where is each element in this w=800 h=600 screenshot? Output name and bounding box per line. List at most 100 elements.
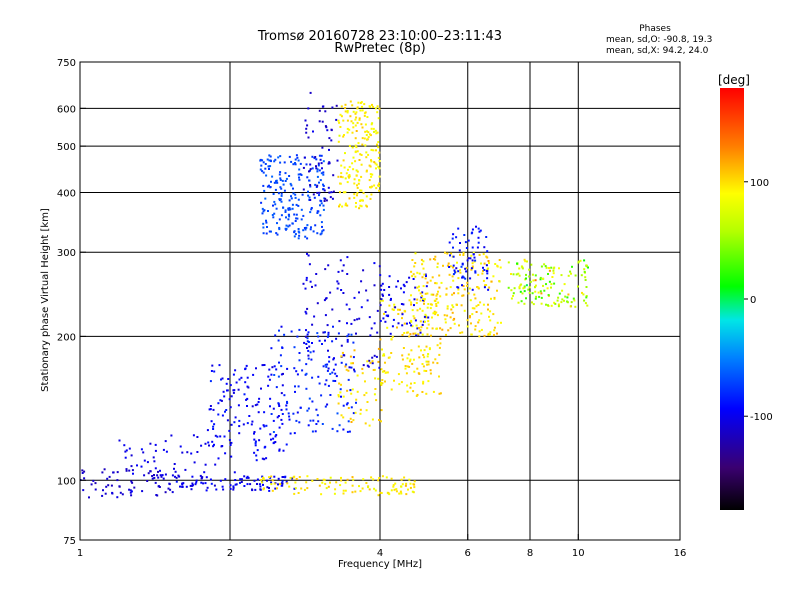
data-point [403,285,406,288]
data-point [295,217,298,220]
data-point [477,321,480,324]
data-point [256,403,259,406]
data-point [355,111,358,114]
data-point [268,489,271,492]
data-point [348,144,351,147]
data-point [349,115,352,118]
data-point [519,290,522,293]
data-point [399,490,402,493]
data-point [271,489,274,492]
data-point [378,185,380,188]
data-point [254,404,257,407]
data-point [112,471,115,474]
data-point [585,286,588,288]
data-point [305,387,308,390]
data-point [208,408,211,411]
data-point [285,177,288,180]
data-point [340,479,343,482]
data-point [311,323,314,326]
data-point [121,493,124,496]
data-point [358,118,361,121]
data-point [456,261,458,264]
data-point [550,283,553,286]
data-point [274,188,277,191]
data-point [543,289,546,292]
data-point [212,408,215,411]
data-point [431,276,434,279]
data-point [262,483,264,486]
data-point [344,110,347,113]
data-point [223,395,226,398]
data-point [275,181,277,184]
data-point [393,303,396,306]
data-point [374,162,377,165]
data-point [452,264,455,267]
data-point [426,292,429,295]
data-point [482,253,485,256]
data-point [449,327,452,330]
data-point [373,368,376,371]
data-point [534,297,537,300]
data-point [409,482,412,485]
data-point [338,320,341,323]
data-point [411,362,414,365]
data-point [311,430,314,433]
data-point [477,241,480,244]
data-point [334,488,337,491]
data-point [364,130,367,133]
data-point [352,341,355,344]
data-point [475,225,477,228]
data-point [344,152,346,155]
data-point [400,381,403,384]
data-point [359,412,362,415]
data-point [422,365,425,368]
data-point [333,492,336,495]
data-point [496,321,499,324]
data-point [362,364,365,367]
data-point [435,294,438,297]
data-point [269,476,272,479]
data-point [418,356,421,359]
data-point [329,481,331,484]
data-point [402,283,405,286]
data-point [581,291,583,294]
data-point [337,332,340,335]
data-point [154,449,157,452]
data-point [307,254,310,257]
data-point [429,279,432,282]
data-point [448,241,451,244]
data-point [275,386,278,389]
data-point [353,182,356,185]
data-point [355,116,358,119]
data-point [374,489,377,492]
data-point [238,419,241,422]
data-point [390,388,393,391]
data-point [436,262,439,265]
data-point [371,360,374,363]
data-point [327,384,330,387]
data-point [277,483,279,486]
data-point [311,167,314,170]
data-point [320,493,323,496]
data-point [130,454,133,457]
data-point [343,354,346,357]
data-point [196,436,199,438]
data-point [552,272,555,275]
data-point [355,202,357,204]
data-point [335,118,338,121]
data-point [470,267,473,270]
data-point [345,403,348,406]
data-point [434,282,437,285]
data-point [348,197,351,200]
data-point [468,316,471,319]
data-point [246,385,249,388]
data-point [417,333,420,336]
data-point [444,318,447,321]
data-point [270,230,272,233]
data-point [209,478,212,481]
data-point [199,474,202,477]
data-point [317,335,320,338]
data-point [487,267,490,270]
data-point [306,307,309,310]
data-point [435,297,438,300]
